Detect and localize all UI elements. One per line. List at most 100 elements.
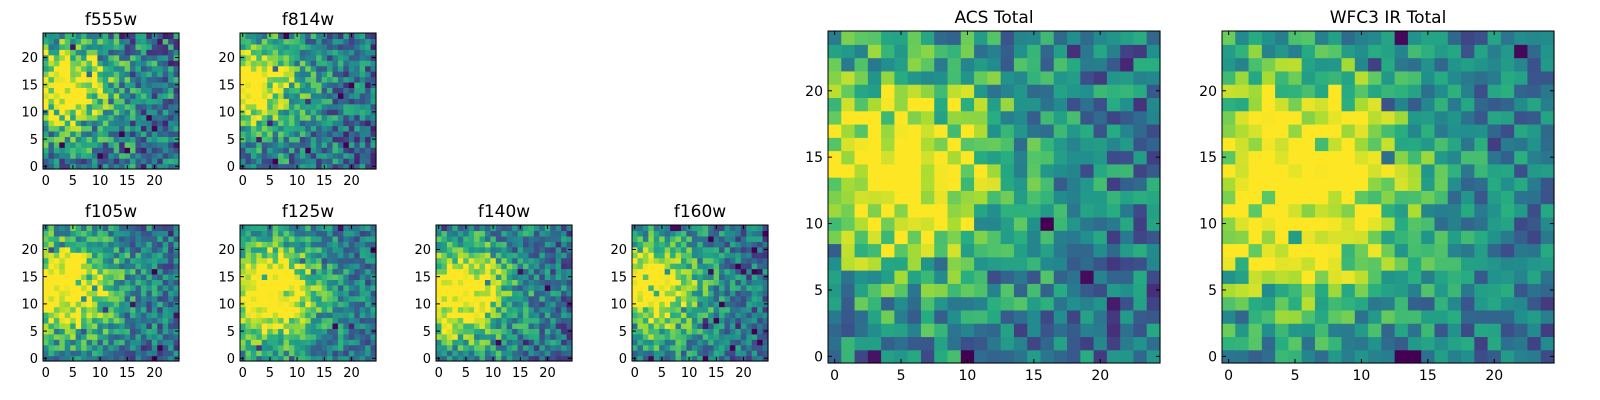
heatmap-cell xyxy=(664,312,671,319)
heatmap-cell xyxy=(974,150,988,165)
heatmap-cell xyxy=(920,230,935,245)
heatmap-cell xyxy=(675,306,682,313)
heatmap-cell xyxy=(987,203,1002,218)
heatmap-cell xyxy=(162,328,169,335)
y-tick-label: 20 xyxy=(21,51,38,66)
heatmap-cell xyxy=(653,295,660,302)
heatmap-cell xyxy=(343,38,350,45)
heatmap-cell xyxy=(474,301,481,308)
heatmap-cell xyxy=(539,225,546,232)
heatmap-cell xyxy=(283,87,290,94)
heatmap-cell xyxy=(881,110,895,125)
heatmap-cell xyxy=(1235,270,1250,284)
heatmap-cell xyxy=(441,273,448,280)
heatmap-cell xyxy=(53,317,60,324)
heatmap-cell xyxy=(517,241,524,248)
heatmap-cell xyxy=(119,230,126,237)
heatmap-cell xyxy=(146,350,153,357)
heatmap-cell xyxy=(1120,137,1135,152)
heatmap-cell xyxy=(1093,123,1108,138)
heatmap-cell xyxy=(119,147,126,154)
heatmap-cell xyxy=(670,350,677,357)
heatmap-cell xyxy=(1146,137,1161,152)
heatmap-cell xyxy=(550,355,557,362)
heatmap-cell xyxy=(894,230,909,245)
heatmap-cell xyxy=(1474,177,1489,191)
heatmap-cell xyxy=(146,114,153,121)
heatmap-cell xyxy=(91,141,98,148)
heatmap-cell xyxy=(561,301,568,308)
heatmap-cell xyxy=(1275,309,1289,324)
heatmap-cell xyxy=(327,246,334,253)
heatmap-cell xyxy=(53,322,60,329)
heatmap-cell xyxy=(659,263,666,270)
heatmap-cell xyxy=(724,333,731,340)
heatmap-cell xyxy=(240,87,247,94)
heatmap-cell xyxy=(555,290,562,297)
heatmap-cell xyxy=(272,114,279,121)
heatmap-cell xyxy=(354,235,361,242)
heatmap-cell xyxy=(757,295,764,302)
heatmap-cell xyxy=(108,230,115,237)
heatmap-cell xyxy=(974,243,988,258)
heatmap-cell xyxy=(881,203,895,218)
heatmap-cell xyxy=(305,317,312,324)
heatmap-cell xyxy=(550,252,557,259)
heatmap-cell xyxy=(348,328,355,335)
heatmap-cell xyxy=(272,328,279,335)
heatmap-cell xyxy=(310,120,317,127)
heatmap-cell xyxy=(468,279,475,286)
heatmap-cell xyxy=(327,333,334,340)
heatmap-cell xyxy=(751,284,758,291)
heatmap-cell xyxy=(495,350,502,357)
heatmap-cell xyxy=(337,306,344,313)
heatmap-cell xyxy=(1080,110,1095,125)
heatmap-cell xyxy=(130,152,137,159)
heatmap-cell xyxy=(474,322,481,329)
heatmap-cell xyxy=(162,71,169,78)
heatmap-cell xyxy=(278,65,285,72)
heatmap-cell xyxy=(97,301,104,308)
heatmap-cell xyxy=(86,230,93,237)
heatmap-cell xyxy=(81,328,88,335)
y-tick-label: 10 xyxy=(218,298,235,313)
heatmap-cell xyxy=(140,87,147,94)
heatmap-cell xyxy=(43,263,50,270)
heatmap-cell xyxy=(1027,163,1042,178)
heatmap-cell xyxy=(947,97,962,112)
heatmap-cell xyxy=(648,328,655,335)
heatmap-cell xyxy=(354,301,361,308)
heatmap-cell xyxy=(463,257,470,264)
heatmap-cell xyxy=(151,279,158,286)
heatmap-cell xyxy=(702,252,709,259)
heatmap-cell xyxy=(278,225,285,232)
heatmap-cell xyxy=(359,141,366,148)
heatmap-cell xyxy=(59,141,66,148)
heatmap-cell xyxy=(1474,163,1489,178)
heatmap-cell xyxy=(757,225,764,232)
heatmap-cell xyxy=(523,241,530,248)
heatmap-cell xyxy=(1434,309,1449,324)
heatmap-cell xyxy=(245,230,252,237)
heatmap-cell xyxy=(468,355,475,362)
heatmap-cell xyxy=(1120,177,1135,191)
heatmap-cell xyxy=(479,230,486,237)
heatmap-cell xyxy=(1053,270,1068,284)
heatmap-cell xyxy=(343,114,350,121)
heatmap-cell xyxy=(157,284,164,291)
heatmap-cell xyxy=(735,241,742,248)
heatmap-cell xyxy=(446,339,453,346)
heatmap-cell xyxy=(1527,256,1542,271)
heatmap-cell xyxy=(256,306,263,313)
heatmap-cell xyxy=(495,306,502,313)
heatmap-cell xyxy=(53,268,60,275)
heatmap-cell xyxy=(168,141,175,148)
heatmap-cell xyxy=(867,283,882,298)
heatmap-cell xyxy=(680,350,687,357)
heatmap-cell xyxy=(490,344,497,351)
heatmap-cell xyxy=(316,147,323,154)
heatmap-cell xyxy=(337,152,344,159)
heatmap-cell xyxy=(267,141,274,148)
heatmap-cell xyxy=(446,301,453,308)
heatmap-cell xyxy=(278,152,285,159)
